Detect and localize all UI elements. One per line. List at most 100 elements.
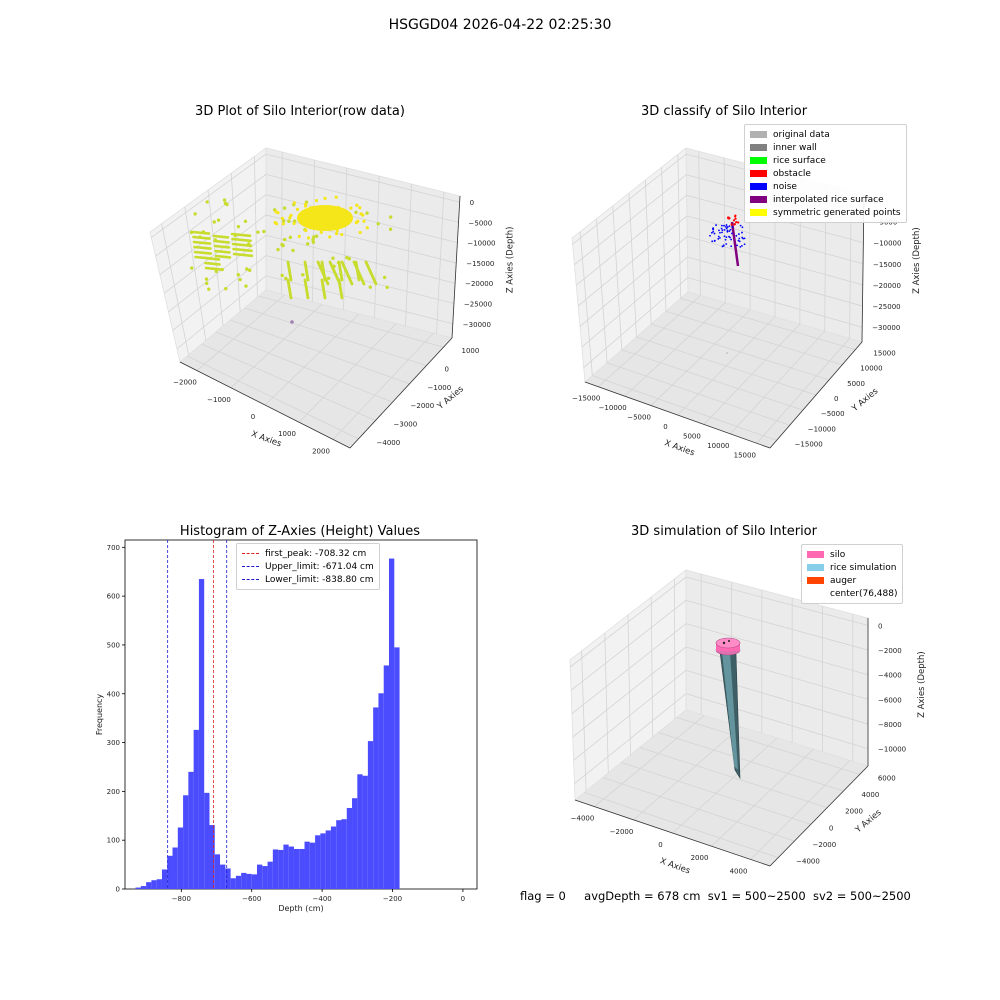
legend-item-noise: noise bbox=[750, 180, 901, 193]
status-sv2: sv2 = 500~2500 bbox=[812, 889, 911, 903]
histogram-y-tick-label: 500 bbox=[107, 641, 120, 649]
histogram-y-tick-label: 400 bbox=[107, 690, 120, 698]
histogram-x-tick-label: −800 bbox=[172, 895, 191, 903]
legend-line bbox=[242, 553, 259, 554]
cls-grid-x-wall bbox=[579, 231, 593, 376]
raw-grid-y-wall bbox=[436, 191, 445, 335]
histogram-y-tick-label: 100 bbox=[107, 837, 120, 845]
cls-noise-point bbox=[731, 226, 734, 229]
raw-point bbox=[224, 287, 228, 291]
sim-x-tick-label: 2000 bbox=[691, 854, 709, 862]
cls-z-tick-label: −25000 bbox=[872, 303, 900, 311]
histogram-bar bbox=[389, 558, 395, 889]
sim-grid-x-floor bbox=[633, 726, 741, 821]
cls-grid-x-wall bbox=[644, 180, 652, 325]
raw-point-cluster bbox=[337, 260, 344, 282]
raw-point bbox=[256, 230, 260, 234]
raw-point bbox=[301, 273, 305, 277]
raw-point bbox=[385, 285, 389, 289]
histogram-bar bbox=[346, 807, 353, 889]
raw-grid-y-wall bbox=[343, 167, 348, 311]
legend-label: interpolated rice surface bbox=[773, 194, 884, 205]
raw-point bbox=[207, 287, 211, 291]
legend-item-symmetric-generated-points: symmetric generated points bbox=[750, 206, 901, 219]
sim-grid-z-left bbox=[570, 576, 687, 668]
cls-noise-point bbox=[726, 229, 729, 232]
cls-x-axis-label: X Axies bbox=[663, 438, 696, 458]
histogram-bar bbox=[267, 861, 273, 889]
raw-point bbox=[314, 234, 319, 238]
raw-point-cluster bbox=[212, 234, 230, 239]
histogram-bar bbox=[225, 868, 231, 889]
cls-grid-z-left bbox=[581, 256, 688, 348]
legend-label: obstacle bbox=[773, 168, 811, 179]
raw-y-tick-label: 1000 bbox=[462, 347, 480, 355]
sim-grid-y-floor bbox=[621, 762, 811, 825]
cls-noise-point bbox=[715, 224, 717, 226]
cls-x-tick-label: 10000 bbox=[707, 442, 729, 450]
simulation-legend: silo rice simulation auger center(76,488… bbox=[801, 544, 904, 604]
cls-obstacle-point bbox=[733, 223, 736, 226]
cls-noise-point bbox=[721, 231, 723, 234]
raw-grid-y-floor bbox=[201, 343, 376, 421]
legend-label: auger bbox=[830, 575, 857, 586]
raw-point bbox=[205, 281, 209, 286]
sim-x-tick-label: 4000 bbox=[730, 867, 748, 875]
raw-z-tick-label: 0 bbox=[470, 199, 474, 207]
cls-y-tick-label: 10000 bbox=[860, 365, 882, 373]
raw-point bbox=[344, 221, 348, 225]
histogram-bar bbox=[167, 855, 173, 889]
histogram-bar bbox=[336, 820, 342, 889]
raw-point bbox=[280, 216, 284, 220]
histogram-bar bbox=[140, 886, 147, 889]
histogram-bar bbox=[288, 846, 294, 889]
raw-x-tick-label: 2000 bbox=[312, 447, 330, 455]
sim-grid-z-left bbox=[570, 600, 687, 691]
histogram-bar bbox=[241, 872, 247, 889]
cls-noise-point bbox=[710, 231, 713, 234]
sim-grid-x-floor bbox=[594, 715, 705, 807]
raw-point bbox=[303, 204, 308, 208]
cls-grid-y-wall bbox=[698, 151, 701, 296]
legend-item-inner-wall: inner wall bbox=[750, 141, 901, 154]
legend-swatch bbox=[750, 209, 767, 216]
cls-grid-y-floor bbox=[636, 336, 817, 396]
raw-point-cluster bbox=[320, 278, 327, 300]
legend-item-rice-simulation: rice simulation bbox=[807, 561, 897, 574]
histogram-bar bbox=[135, 887, 141, 889]
sim-grid-z-right bbox=[685, 576, 869, 626]
raw-point bbox=[365, 211, 369, 215]
legend-item-rice-surface: rice surface bbox=[750, 154, 901, 167]
cls-x-tick-label: −15000 bbox=[572, 395, 600, 403]
raw-point bbox=[193, 212, 197, 216]
sim-z-axis-label: Z Axies (Depth) bbox=[917, 651, 927, 718]
cls-original-point bbox=[726, 352, 728, 354]
raw-x-tick-label: −2000 bbox=[173, 379, 197, 387]
raw-point bbox=[355, 203, 359, 207]
raw-z-axis-label: Z Axies (Depth) bbox=[505, 227, 515, 294]
histogram-bar bbox=[161, 869, 168, 889]
legend-swatch bbox=[750, 144, 767, 151]
legend-swatch bbox=[807, 577, 824, 584]
sim-grid-z-left bbox=[572, 646, 687, 738]
status-avg-depth: avgDepth = 678 cm bbox=[584, 889, 701, 903]
histogram-bar bbox=[304, 841, 310, 889]
legend-item-center: center(76,488) bbox=[807, 587, 897, 600]
raw-grid-y-wall bbox=[374, 175, 380, 319]
histogram-bar bbox=[214, 854, 221, 889]
raw-point bbox=[388, 227, 393, 231]
raw-point bbox=[323, 196, 327, 200]
raw-point-cluster bbox=[286, 278, 293, 300]
cls-obstacle-point bbox=[734, 217, 737, 220]
raw-point-cluster bbox=[193, 250, 213, 255]
cls-grid-x-wall bbox=[612, 205, 623, 350]
status-line: flag = 0 avgDepth = 678 cm sv1 = 500~250… bbox=[520, 889, 911, 903]
cls-x-tick-label: 15000 bbox=[734, 451, 756, 459]
raw-point bbox=[233, 233, 237, 238]
simulation-plot-title: 3D simulation of Silo Interior bbox=[631, 524, 817, 539]
raw-point bbox=[388, 215, 393, 219]
sim-grid-z-left bbox=[571, 623, 687, 714]
histogram-y-tick-label: 300 bbox=[107, 739, 120, 747]
raw-point bbox=[247, 242, 251, 246]
cls-noise-point bbox=[739, 245, 742, 248]
